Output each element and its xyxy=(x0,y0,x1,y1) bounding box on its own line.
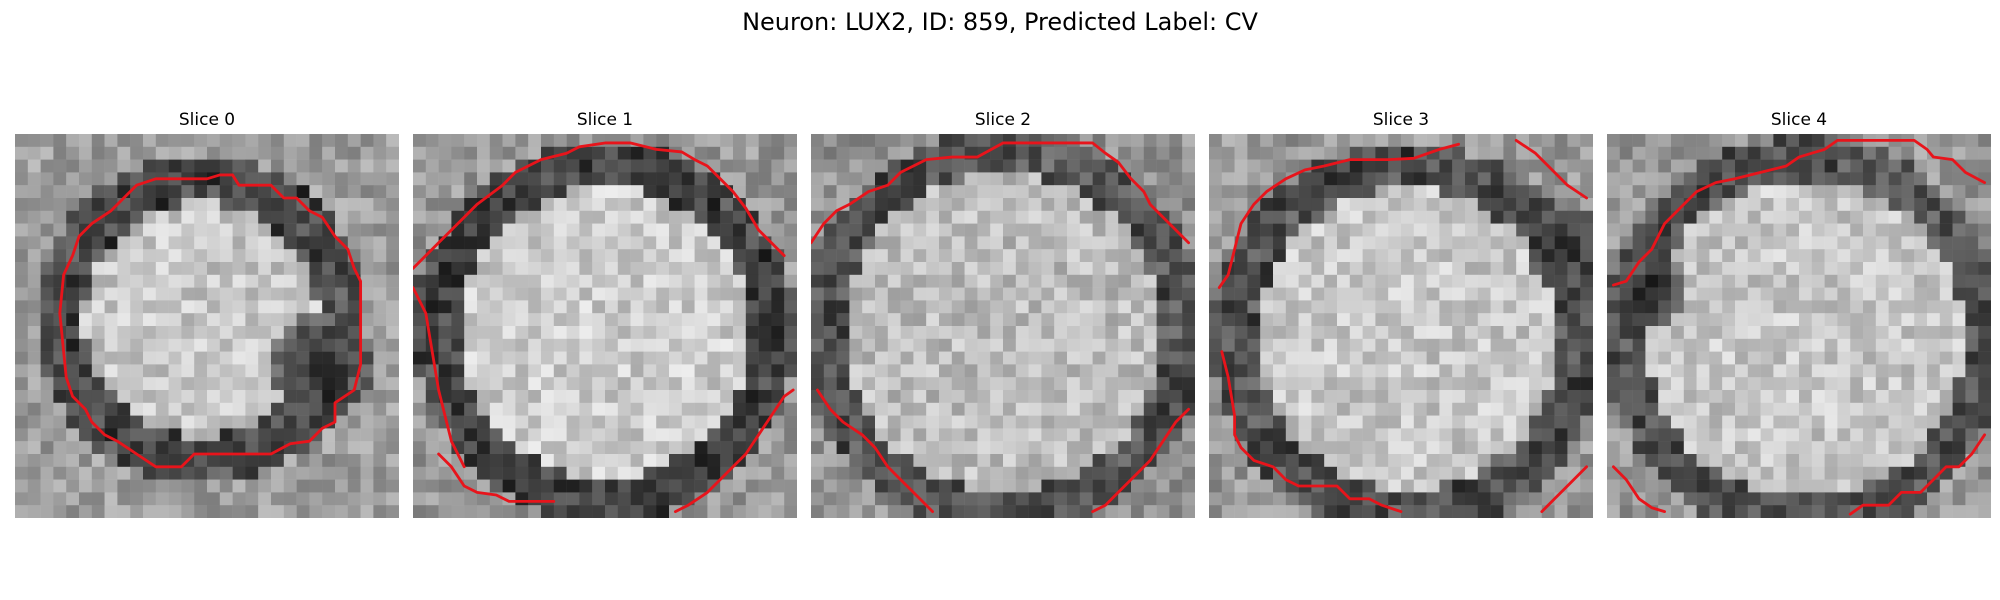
slice-title: Slice 4 xyxy=(1770,110,1828,130)
slice-image xyxy=(413,134,797,518)
segmentation-contour xyxy=(815,388,935,514)
segmentation-contour xyxy=(1091,407,1191,514)
slice-panel: Slice 4 xyxy=(1607,0,1991,600)
slice-pixels xyxy=(15,134,399,518)
segmentation-contour xyxy=(1611,465,1667,514)
figure-title: Neuron: LUX2, ID: 859, Predicted Label: … xyxy=(742,8,1258,36)
slice-title: Slice 3 xyxy=(1372,110,1430,130)
slice-image xyxy=(1607,134,1991,518)
segmentation-contour xyxy=(1220,350,1403,514)
segmentation-contour xyxy=(1540,465,1589,514)
segmentation-contour xyxy=(58,173,363,469)
segmentation-contour xyxy=(1611,138,1987,287)
slice-pixels xyxy=(1209,134,1593,518)
segmentation-contour xyxy=(413,141,786,270)
slice-panel: Slice 1 xyxy=(413,0,797,600)
slice-image xyxy=(1209,134,1593,518)
segmentation-contour xyxy=(811,141,1191,245)
slice-title: Slice 2 xyxy=(974,110,1032,130)
slice-panel: Slice 2 xyxy=(811,0,1195,600)
segmentation-contour xyxy=(673,388,795,514)
segmentation-contour xyxy=(1514,138,1589,200)
slice-image xyxy=(15,134,399,518)
segmentation-contour xyxy=(437,452,556,503)
slice-title: Slice 1 xyxy=(576,110,634,130)
segmentation-contour xyxy=(1217,142,1461,290)
slice-panel: Slice 0 xyxy=(15,0,399,600)
slice-pixels xyxy=(811,134,1195,518)
slice-title: Slice 0 xyxy=(178,110,236,130)
segmentation-contour xyxy=(413,286,466,469)
slice-panel: Slice 3 xyxy=(1209,0,1593,600)
slice-pixels xyxy=(1607,134,1991,518)
slice-image xyxy=(811,134,1195,518)
segmentation-contour xyxy=(1848,433,1987,516)
